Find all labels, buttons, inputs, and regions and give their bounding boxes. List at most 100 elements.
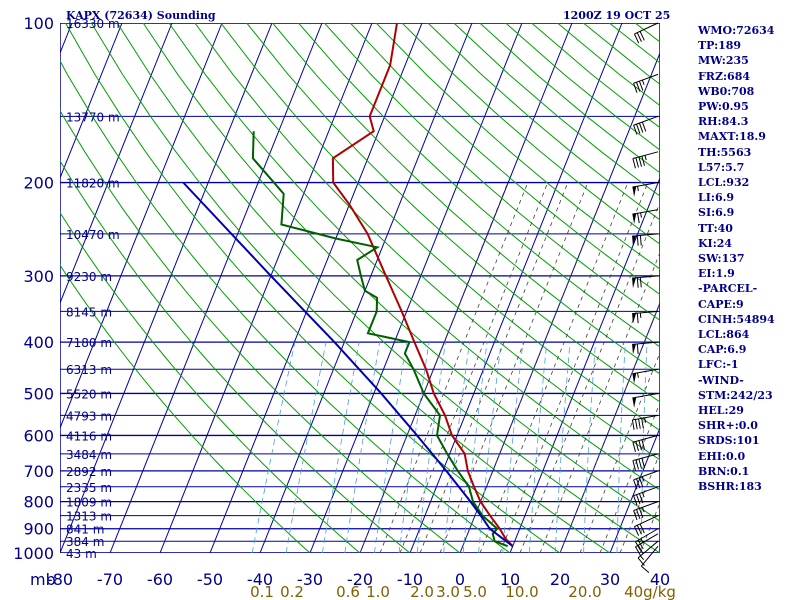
pressure-tick-label: 800	[23, 493, 54, 512]
wind-barb-half	[644, 155, 647, 161]
wind-barb-full	[636, 313, 639, 324]
wind-barb-half	[640, 212, 642, 218]
height-label: 1809 m	[66, 496, 112, 510]
wind-barb-full	[636, 509, 641, 520]
isotherm-line	[109, 23, 323, 553]
stat-line: EHI:0.0	[698, 449, 746, 463]
wind-barb-flag	[632, 235, 636, 247]
mixing-ratio-label: 1.0	[366, 583, 390, 600]
stat-line: CAP:6.9	[698, 343, 747, 357]
dry-adiabat	[90, 23, 611, 553]
wind-barb-half	[640, 555, 645, 561]
stat-line: FRZ:684	[698, 69, 751, 83]
isotherm-line	[60, 23, 173, 305]
wind-barb-full	[633, 83, 638, 93]
wind-barb-full	[633, 495, 638, 506]
mixing-ratio-label: 2.0	[410, 583, 434, 600]
wind-barb-full	[636, 343, 639, 354]
wind-barb-half	[641, 507, 645, 513]
mixing-ratio-line	[416, 342, 446, 553]
stat-line: WMO:72634	[698, 24, 775, 37]
wind-barb-full	[637, 539, 644, 550]
isotherm-line	[309, 23, 523, 553]
mixing-ratio-label: 5.0	[463, 583, 487, 600]
pressure-tick-label: 900	[23, 520, 54, 539]
wind-barb	[632, 453, 659, 471]
wind-barb-full	[635, 157, 639, 168]
temperature-tick-label: -20	[347, 570, 373, 589]
mixing-ratio-line	[374, 342, 408, 553]
stat-line: SI:6.9	[698, 206, 735, 220]
wind-barb	[632, 275, 659, 289]
wind-barb-full	[637, 557, 645, 566]
mixing-ratio-line	[462, 342, 488, 553]
wind-barb-full	[633, 33, 640, 44]
wind-barb-shaft	[632, 368, 659, 375]
height-label: 4116 m	[66, 429, 112, 443]
isotherm-line	[159, 23, 373, 553]
wind-barb	[632, 310, 659, 324]
wind-barb	[632, 209, 659, 225]
wind-barb-full	[633, 526, 640, 536]
stat-line: CAPE:9	[698, 297, 744, 311]
wind-barb-full	[638, 440, 642, 451]
moist-adiabat	[479, 182, 629, 553]
stat-line: CINH:54894	[698, 312, 775, 326]
mixing-ratio-line	[344, 342, 381, 553]
height-label: 2335 m	[66, 481, 112, 495]
wind-barb	[632, 392, 659, 408]
mixing-ratio-line	[528, 342, 548, 553]
dry-adiabat	[401, 23, 660, 245]
wind-barb-full	[641, 121, 647, 132]
stat-line: SRDS:101	[698, 434, 760, 448]
moist-adiabat	[379, 182, 529, 553]
stat-line: RH:84.3	[698, 115, 749, 129]
wind-barb-full	[636, 82, 641, 92]
wind-barb-shaft	[632, 392, 659, 399]
pressure-tick-label: 500	[23, 384, 54, 403]
height-label: 2892 m	[66, 465, 112, 479]
temperature-tick-label: -60	[147, 570, 173, 589]
wind-barb	[633, 470, 659, 490]
stat-line: SHR+:0.0	[698, 419, 758, 433]
mixing-ratio-line	[502, 342, 524, 553]
isotherm-line	[609, 426, 660, 553]
wind-barb-full	[638, 477, 644, 488]
temperature-tick-label: -80	[47, 570, 73, 589]
height-label: 8145 m	[66, 305, 112, 319]
wind-barb	[632, 368, 659, 384]
wind-barb-flag	[632, 313, 636, 324]
isotherm-line	[209, 23, 423, 553]
height-label: 5520 m	[66, 387, 112, 401]
wind-barb-flag	[632, 277, 636, 289]
wind-barb	[633, 115, 659, 135]
wind-barb-shaft	[633, 73, 659, 84]
temperature-line	[331, 23, 514, 547]
wind-barb-full	[633, 510, 638, 521]
stat-line: TH:5563	[698, 145, 752, 159]
stat-line: LI:6.9	[698, 191, 735, 205]
wind-barb	[632, 233, 659, 247]
pressure-tick-label: 300	[23, 267, 54, 286]
wind-barb-shaft	[632, 341, 659, 345]
adiabat-layer	[60, 23, 660, 553]
moist-adiabat	[519, 201, 660, 553]
wind-barb-full	[636, 478, 641, 489]
wind-barb-half	[641, 476, 645, 482]
wind-barb-full	[632, 460, 636, 471]
wind-barb-full	[633, 125, 638, 135]
wind-barb-full	[639, 235, 642, 246]
wind-barb-full	[635, 459, 639, 470]
stat-line: TP:189	[698, 39, 742, 53]
wind-barb	[635, 533, 659, 556]
moist-adiabat	[499, 182, 649, 553]
stat-line: LCL:864	[698, 328, 750, 342]
mixing-ratio-label: 10.0	[505, 583, 538, 600]
moist-adiabat	[539, 251, 660, 553]
wind-barb-full	[636, 525, 642, 535]
wind-barb-shaft	[632, 151, 659, 160]
pressure-axis-label: mb	[30, 570, 56, 589]
pressure-tick-label: 600	[23, 426, 54, 445]
wind-barb	[633, 73, 659, 93]
